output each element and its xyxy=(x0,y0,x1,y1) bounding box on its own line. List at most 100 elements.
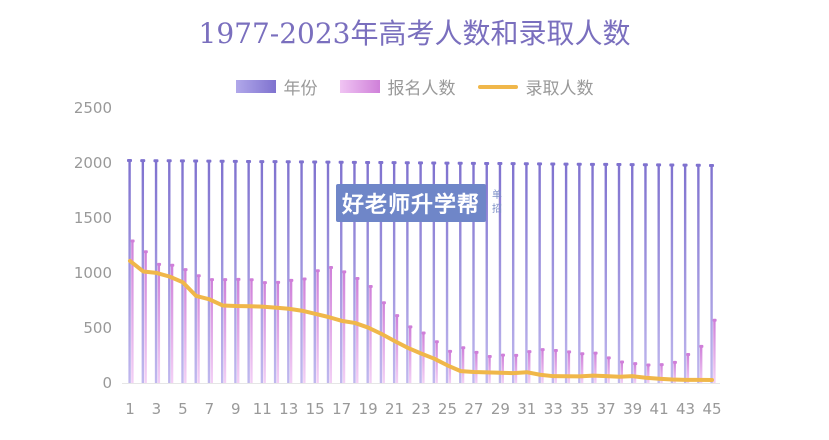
bar-year[interactable] xyxy=(591,164,594,383)
bar-applicants[interactable] xyxy=(276,282,280,383)
bar-year[interactable] xyxy=(379,162,383,383)
bar-year[interactable] xyxy=(326,162,330,383)
bar-year[interactable] xyxy=(181,160,184,383)
bar-applicants[interactable] xyxy=(673,362,676,383)
bar-applicants[interactable] xyxy=(210,279,213,383)
bar-year[interactable] xyxy=(631,164,634,383)
bar-applicants[interactable] xyxy=(528,351,531,383)
bar-year[interactable] xyxy=(670,164,674,383)
bar-applicants[interactable] xyxy=(620,361,624,383)
bar-applicants[interactable] xyxy=(461,347,465,383)
bar-applicants[interactable] xyxy=(713,320,716,383)
bar-year[interactable] xyxy=(644,164,647,383)
bar-year[interactable] xyxy=(273,161,277,383)
bar-year[interactable] xyxy=(406,162,409,383)
bar-applicants[interactable] xyxy=(633,363,637,383)
bar-applicants[interactable] xyxy=(329,267,333,384)
bar-year[interactable] xyxy=(128,160,131,383)
bar-applicants[interactable] xyxy=(303,278,306,383)
bar-year-cap xyxy=(404,161,410,165)
bar-year[interactable] xyxy=(207,161,211,383)
bar-applicants[interactable] xyxy=(541,349,544,383)
legend-item-admitted[interactable]: 录取人数 xyxy=(477,74,594,99)
bar-applicants[interactable] xyxy=(316,270,319,383)
bar-year[interactable] xyxy=(194,161,197,383)
bar-year[interactable] xyxy=(260,161,264,383)
bar-applicants[interactable] xyxy=(514,355,518,383)
bar-year[interactable] xyxy=(472,163,475,383)
bar-applicants[interactable] xyxy=(356,278,359,384)
bar-applicants[interactable] xyxy=(594,353,597,383)
bar-year[interactable] xyxy=(511,163,515,383)
bar-year[interactable] xyxy=(340,162,343,383)
legend-item-applicants[interactable]: 报名人数 xyxy=(339,74,456,99)
bar-applicants[interactable] xyxy=(131,240,134,383)
bar-applicants[interactable] xyxy=(263,282,266,383)
x-tick-label: 25 xyxy=(438,400,457,418)
bar-applicants[interactable] xyxy=(157,264,161,383)
bar-applicants[interactable] xyxy=(382,302,385,383)
bar-year[interactable] xyxy=(247,161,250,383)
bar-year[interactable] xyxy=(220,161,224,383)
bar-year[interactable] xyxy=(683,165,687,383)
bar-year[interactable] xyxy=(419,162,422,383)
bar-year[interactable] xyxy=(617,164,621,383)
bar-applicants[interactable] xyxy=(408,326,412,383)
bar-applicants[interactable] xyxy=(554,350,557,383)
bar-applicants[interactable] xyxy=(223,279,227,383)
bar-year[interactable] xyxy=(459,163,462,383)
bar-year[interactable] xyxy=(353,162,356,383)
bar-applicants[interactable] xyxy=(607,357,610,383)
bar-year-cap xyxy=(365,160,371,164)
bar-year[interactable] xyxy=(710,165,713,383)
bar-applicants[interactable] xyxy=(501,355,504,383)
bar-year[interactable] xyxy=(432,163,436,383)
bar-year[interactable] xyxy=(168,160,171,383)
bar-applicants[interactable] xyxy=(422,333,425,383)
bar-year[interactable] xyxy=(578,164,581,383)
bar-applicants[interactable] xyxy=(342,271,346,383)
bar-year[interactable] xyxy=(697,165,700,383)
bar-year[interactable] xyxy=(485,163,488,383)
bar-year[interactable] xyxy=(551,163,555,383)
bar-applicants[interactable] xyxy=(699,346,703,383)
bar-applicants[interactable] xyxy=(184,269,187,383)
bar-applicants[interactable] xyxy=(647,364,650,383)
bar-applicants[interactable] xyxy=(170,265,174,383)
line-admitted[interactable] xyxy=(128,258,714,383)
bar-year[interactable] xyxy=(538,163,541,383)
bar-applicants[interactable] xyxy=(395,315,399,383)
legend-item-year[interactable]: 年份 xyxy=(235,74,318,99)
bar-year[interactable] xyxy=(392,162,396,383)
bar-applicants-cap xyxy=(567,350,572,354)
bar-applicants[interactable] xyxy=(237,279,240,383)
bar-year[interactable] xyxy=(564,164,568,383)
bar-year-cap xyxy=(523,162,529,166)
bar-applicants[interactable] xyxy=(660,364,663,383)
bar-year[interactable] xyxy=(287,161,290,383)
bar-applicants[interactable] xyxy=(197,275,200,383)
bar-year[interactable] xyxy=(657,164,660,383)
bar-applicants[interactable] xyxy=(686,354,690,383)
bar-applicants[interactable] xyxy=(475,352,478,383)
bar-year-cap xyxy=(457,161,463,165)
bar-applicants[interactable] xyxy=(144,251,147,383)
bar-year[interactable] xyxy=(234,161,237,383)
bar-applicants[interactable] xyxy=(435,341,438,383)
bar-year[interactable] xyxy=(366,162,369,383)
bar-applicants[interactable] xyxy=(567,351,571,383)
bar-year[interactable] xyxy=(445,163,449,383)
bar-year[interactable] xyxy=(300,161,303,383)
bar-applicants-cap xyxy=(276,280,281,284)
bar-applicants[interactable] xyxy=(369,286,372,383)
x-tick-label: 43 xyxy=(676,400,695,418)
bar-year[interactable] xyxy=(525,163,528,383)
bar-year[interactable] xyxy=(313,162,316,383)
bar-applicants[interactable] xyxy=(250,279,253,383)
chart-title: 1977-2023年高考人数和录取人数 xyxy=(198,17,631,50)
bar-applicants[interactable] xyxy=(488,356,491,383)
bar-applicants[interactable] xyxy=(289,280,293,383)
bar-year[interactable] xyxy=(604,164,607,383)
bar-applicants[interactable] xyxy=(580,353,584,383)
bar-year[interactable] xyxy=(498,163,502,383)
